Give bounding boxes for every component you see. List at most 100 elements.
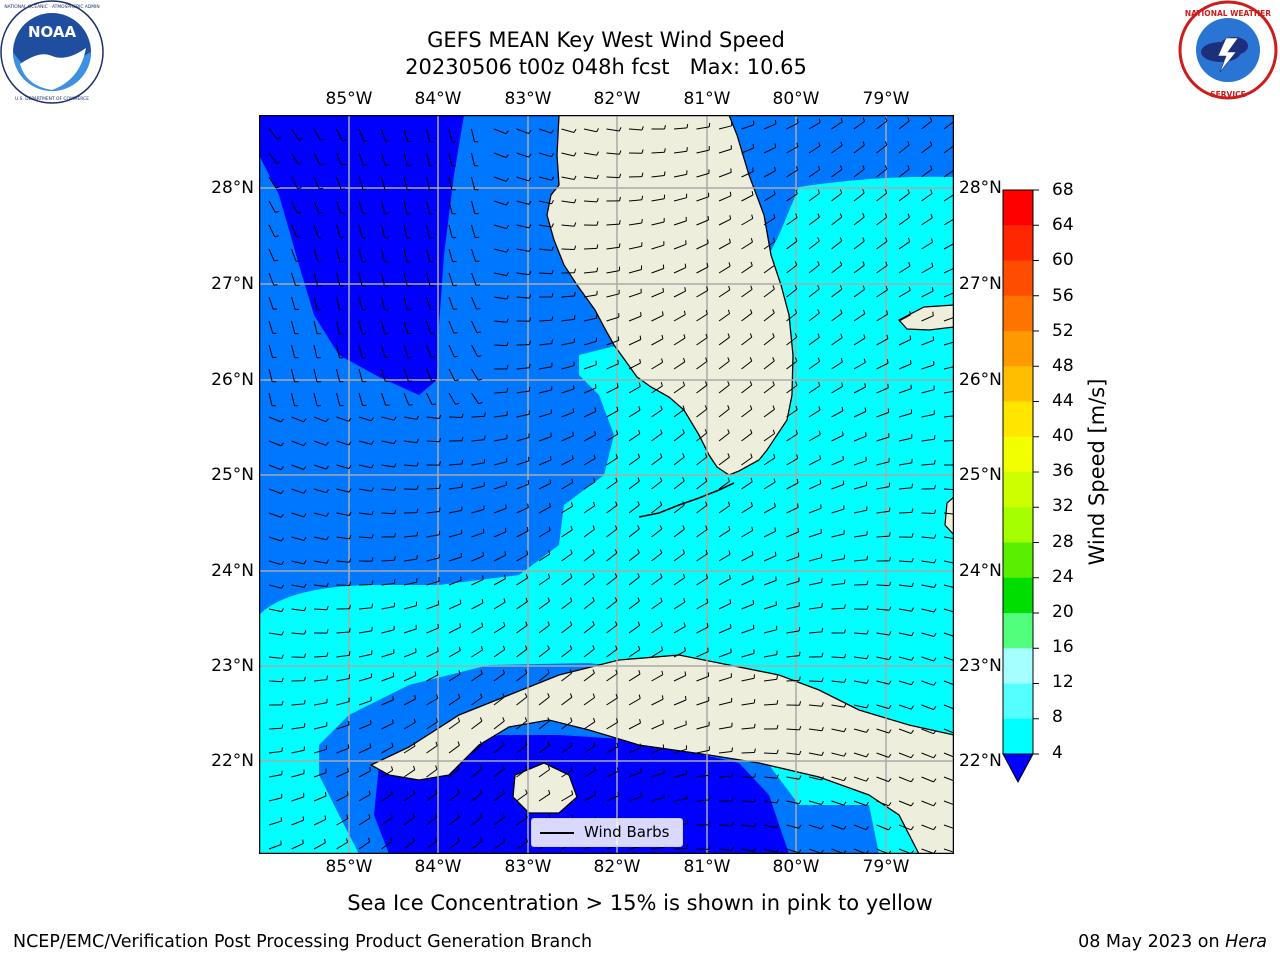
wind-barb [718, 265, 731, 274]
wind-barb [741, 727, 755, 730]
wind-barb-flag [571, 455, 574, 460]
wind-barb [741, 628, 754, 634]
wind-barb-flag [525, 789, 528, 794]
wind-barb-flag [774, 527, 777, 532]
wind-barb-flag [910, 826, 914, 831]
wind-barb [921, 339, 934, 346]
wind-barb [561, 411, 574, 418]
wind-barb [943, 584, 954, 589]
wind-barb-flag [304, 699, 306, 704]
wind-barb-flag [839, 285, 843, 290]
wind-barb [718, 218, 731, 226]
wind-barb [673, 290, 686, 298]
wind-barb [718, 148, 732, 154]
wind-barb-flag [303, 583, 307, 588]
wind-barb [448, 768, 460, 778]
wind-barb [943, 632, 954, 637]
wind-barb [516, 648, 528, 658]
wind-barb [831, 168, 843, 178]
wind-barb [426, 792, 438, 802]
wind-barb-flag [637, 621, 641, 626]
wind-barb-flag [551, 339, 553, 344]
wind-barb [718, 602, 731, 610]
wind-barb-flag [662, 719, 664, 724]
wind-barb [628, 199, 642, 202]
wind-barb [493, 816, 505, 826]
wind-barb-flag [348, 558, 352, 563]
wind-barb [448, 344, 455, 358]
wind-barb [516, 672, 528, 682]
wind-barb [606, 339, 619, 346]
wind-barb-flag [391, 766, 394, 771]
wind-barb [448, 224, 453, 238]
wind-barb [561, 529, 573, 538]
wind-barb-flag [458, 670, 461, 675]
wind-barb [403, 152, 408, 166]
wind-barb [696, 337, 708, 346]
wind-barb [381, 272, 385, 286]
wind-barb [291, 128, 300, 141]
wind-barb-flag [798, 849, 802, 854]
wind-barb [583, 317, 597, 322]
wind-barb-flag [795, 189, 798, 194]
wind-barb-flag [889, 556, 891, 562]
wind-barb-flag [275, 210, 280, 213]
wind-barb-flag [551, 293, 554, 298]
wind-barb-flag [841, 431, 844, 436]
wind-barb-flag [506, 224, 510, 229]
wind-barb [876, 216, 888, 226]
wind-barb-flag [839, 237, 843, 242]
wind-barb [538, 224, 552, 228]
wind-barb [426, 392, 433, 405]
wind-barb [358, 152, 364, 166]
wind-barb-flag [911, 557, 914, 563]
wind-barb [538, 769, 550, 778]
wind-barb [336, 296, 340, 310]
lon-label-bottom: 84°W [414, 857, 462, 877]
wind-barb-flag [573, 199, 577, 204]
wind-barb [493, 720, 505, 730]
wind-barb [291, 176, 299, 189]
colorbar-segment [1003, 295, 1033, 332]
wind-barb-flag [574, 268, 576, 273]
wind-barb [313, 560, 327, 564]
wind-barb-flag [727, 381, 730, 386]
wind-barb [718, 289, 731, 298]
wind-barb-flag [593, 766, 596, 771]
wind-barb-flag [884, 117, 888, 122]
wind-barb [696, 480, 708, 490]
wind-barb [853, 362, 866, 370]
wind-barb [853, 776, 867, 782]
wind-barb [673, 314, 686, 322]
wind-barb-flag [482, 552, 484, 557]
wind-barb-flag [749, 381, 753, 386]
wind-barb [313, 842, 326, 850]
footer-host: Hera [1225, 932, 1267, 952]
wind-barb-flag [885, 237, 888, 242]
wind-barb-flag [910, 681, 915, 686]
wind-barb-flag [839, 189, 843, 194]
colorbar-label: Wind Speed [m/s] [1085, 378, 1109, 566]
wind-barb [358, 368, 363, 382]
wind-barb [673, 699, 687, 706]
wind-barb-flag [660, 381, 663, 387]
wind-barb [831, 583, 845, 586]
wind-barb-flag [752, 575, 754, 580]
wind-barb [898, 560, 913, 563]
wind-barb-flag [615, 477, 618, 482]
wind-barb [471, 816, 483, 826]
wind-barb-flag [413, 718, 416, 723]
wind-barb [291, 440, 304, 447]
wind-barb-flag [776, 823, 779, 828]
wind-barb [493, 841, 505, 850]
wind-barb [606, 457, 618, 466]
wind-barb [291, 296, 296, 310]
wind-barb-flag [439, 484, 441, 489]
wind-barb-flag [529, 294, 532, 299]
wind-barb-flag [637, 549, 640, 554]
wind-barb-flag [348, 488, 352, 493]
wind-barb [673, 385, 685, 394]
wind-barb-flag [349, 628, 351, 633]
colorbar-tick-label: 4 [1052, 743, 1063, 763]
wind-barb [381, 464, 395, 468]
